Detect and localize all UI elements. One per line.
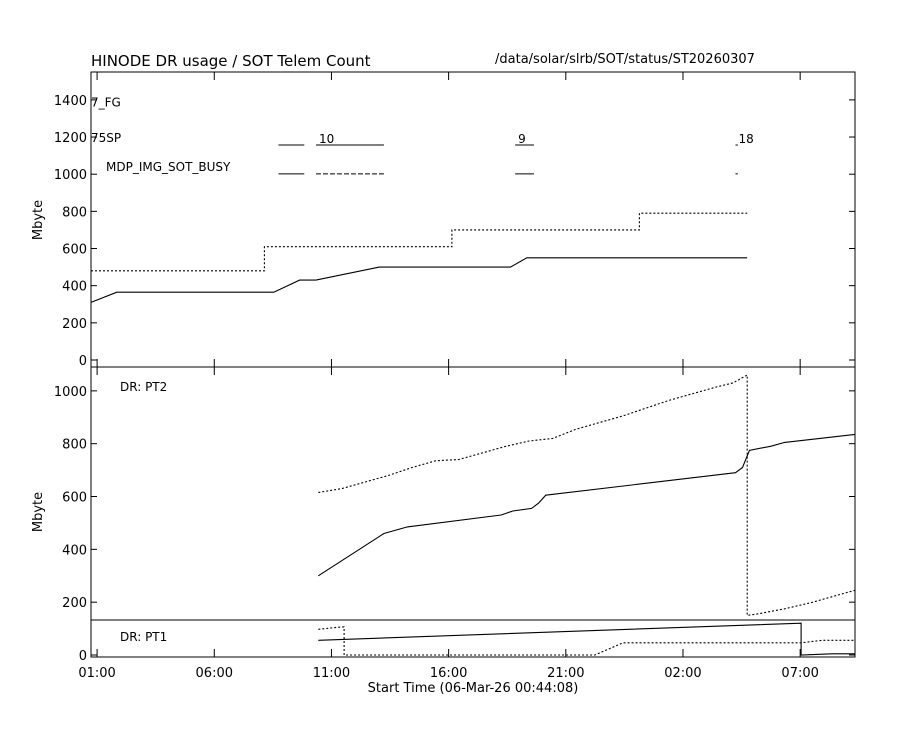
- panel2-title: DR: PT2: [120, 380, 167, 394]
- panel3-title: DR: PT1: [120, 630, 167, 644]
- panel1-series-dotted: [91, 212, 748, 272]
- status-segment-label: 18: [738, 132, 753, 146]
- status-segment-label: 10: [319, 132, 334, 146]
- panel1-frame: [90, 71, 856, 368]
- y-tick-label: 800: [62, 438, 87, 453]
- y-tick-label: 200: [62, 317, 87, 332]
- status-file-path: /data/solar/slrb/SOT/status/ST20260307: [495, 52, 755, 67]
- y-tick-label: 600: [62, 243, 87, 258]
- y-tick-label: 800: [62, 205, 87, 220]
- panel1-series-solid: [90, 257, 748, 303]
- status-segment-label: 9: [518, 132, 526, 146]
- y-axis-label: Mbyte: [31, 200, 46, 240]
- panel2-series-dotted: [318, 374, 856, 617]
- y-tick-label: 1200: [54, 131, 87, 146]
- figure-title: HINODE DR usage / SOT Telem Count: [91, 52, 371, 70]
- y-tick-label: 400: [62, 280, 87, 295]
- x-tick-label: 07:00: [781, 666, 818, 681]
- y-tick-label: 600: [62, 491, 87, 506]
- y-axis-label: Mbyte: [31, 492, 46, 532]
- panel3-series-dotted: [318, 626, 855, 656]
- x-tick-label: 01:00: [78, 666, 115, 681]
- panel3-series-solid: [318, 622, 855, 656]
- panel2-series-solid: [318, 433, 856, 577]
- y-tick-label: 1400: [54, 94, 87, 109]
- panel2-frame: [90, 366, 856, 658]
- status-row-label: 7_FG: [91, 96, 121, 110]
- y-tick-label: 400: [62, 543, 87, 558]
- x-tick-label: 11:00: [313, 666, 350, 681]
- status-row-label: MDP_IMG_SOT_BUSY: [106, 160, 231, 174]
- x-axis-label: Start Time (06-Mar-26 00:44:08): [368, 681, 579, 696]
- y-tick-label: 0: [79, 354, 87, 369]
- x-tick-label: 16:00: [430, 666, 467, 681]
- y-tick-label: 1000: [54, 385, 87, 400]
- y-tick-label: 1000: [54, 168, 87, 183]
- y-tick-label: 200: [62, 596, 87, 611]
- status-row-label: 75SP: [91, 131, 121, 145]
- x-tick-label: 21:00: [547, 666, 584, 681]
- y-tick-label: 0: [79, 649, 87, 664]
- x-tick-label: 02:00: [664, 666, 701, 681]
- x-tick-label: 06:00: [196, 666, 233, 681]
